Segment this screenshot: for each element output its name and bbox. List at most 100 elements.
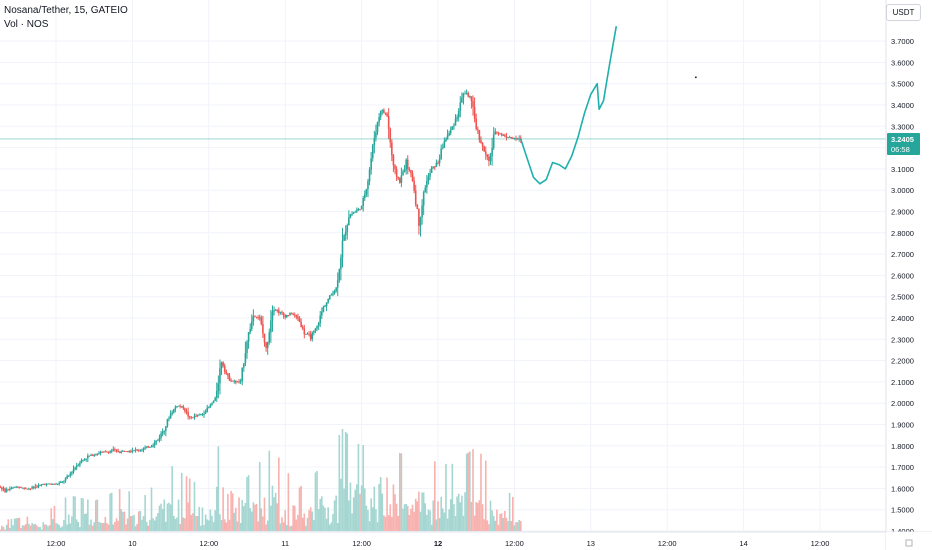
volume-bar <box>360 485 363 531</box>
candle-body <box>328 295 331 299</box>
candle-body <box>279 312 282 313</box>
candle-body <box>147 446 150 448</box>
candle-body <box>238 381 240 383</box>
volume-bar <box>131 515 134 531</box>
candle-body <box>418 209 420 226</box>
volume-bar <box>67 514 70 531</box>
volume-bar <box>45 524 48 531</box>
candle-body <box>516 138 519 140</box>
volume-bar <box>343 488 345 531</box>
candle-body <box>505 136 508 138</box>
candle-body <box>276 309 279 311</box>
volume-bar <box>244 502 247 531</box>
volume-bar <box>446 518 449 531</box>
candle-body <box>319 315 322 324</box>
volume-bar <box>247 475 250 531</box>
volume-bar <box>375 509 377 531</box>
volume-bar <box>48 525 51 531</box>
candle-body <box>131 450 134 452</box>
candle-body <box>153 442 156 446</box>
volume-bar <box>28 523 30 531</box>
candle-body <box>69 473 72 476</box>
volume-bar <box>513 525 516 531</box>
candle-body <box>37 485 40 487</box>
candle-body <box>467 93 470 97</box>
volume-bar <box>418 491 420 531</box>
candle-body <box>31 487 33 489</box>
volume-bar <box>250 511 253 531</box>
candle-body <box>61 481 64 483</box>
x-tick-label: 12 <box>434 539 442 548</box>
volume-bar <box>427 509 430 531</box>
volume-bar <box>338 435 341 531</box>
candle-body <box>273 310 275 312</box>
candle-body <box>309 334 312 340</box>
candle-body <box>492 134 495 148</box>
volume-bar <box>123 511 126 531</box>
candle-body <box>85 458 88 460</box>
candle-body <box>87 455 89 459</box>
volume-bar <box>255 503 258 531</box>
currency-selector[interactable]: USDT <box>886 4 921 21</box>
volume-bar <box>467 452 470 531</box>
candle-body <box>416 204 419 210</box>
candle-body <box>201 414 204 415</box>
candle-body <box>445 139 447 142</box>
volume-bar <box>117 520 119 531</box>
volume-bar <box>158 505 161 531</box>
volume-bar <box>10 519 13 531</box>
candle-body <box>166 419 169 427</box>
candle-body <box>462 93 465 98</box>
candle-body <box>413 180 415 191</box>
candle-body <box>499 133 501 135</box>
candle-body <box>112 449 115 451</box>
volume-bar <box>295 519 298 531</box>
candle-body <box>343 235 345 241</box>
y-tick-label: 3.0000 <box>891 186 914 195</box>
candle-body <box>391 142 393 156</box>
candle-body <box>160 433 162 438</box>
y-tick-label: 1.5000 <box>891 506 914 515</box>
candle-body <box>399 178 401 183</box>
volume-bar <box>53 505 56 531</box>
volume-bar <box>163 499 166 531</box>
volume-bar <box>172 515 175 531</box>
volume-bar <box>107 524 110 531</box>
candle-body <box>40 484 43 486</box>
candle-body <box>500 133 503 136</box>
volume-bar <box>456 496 458 531</box>
volume-legend[interactable]: Vol · NOS <box>4 19 49 30</box>
volume-bar <box>413 511 415 531</box>
volume-bar <box>198 506 201 531</box>
volume-bar <box>18 517 21 531</box>
candle-body <box>456 117 458 119</box>
volume-bar <box>230 490 232 531</box>
volume-bar <box>179 523 181 531</box>
candle-body <box>397 176 400 179</box>
volume-bar <box>435 519 438 531</box>
candle-body <box>414 190 417 205</box>
volume-bar <box>367 509 369 531</box>
candle-body <box>246 341 248 354</box>
volume-bar <box>481 504 484 531</box>
candle-body <box>180 406 183 408</box>
candle-body <box>195 415 197 417</box>
volume-bar <box>185 476 188 531</box>
candle-body <box>282 312 285 315</box>
candle-body <box>198 414 201 416</box>
candle-body <box>158 437 161 440</box>
candle-body <box>114 449 116 451</box>
candle-body <box>424 187 427 193</box>
candle-body <box>128 451 131 452</box>
candle-body <box>255 316 258 318</box>
symbol-title[interactable]: Nosana/Tether, 15, GATEIO <box>4 5 128 16</box>
volume-bar <box>1 525 3 531</box>
volume-bar <box>298 487 301 531</box>
volume-bar <box>139 510 142 531</box>
candle-body <box>96 453 99 455</box>
candle-body <box>295 315 298 317</box>
volume-bar <box>193 481 196 531</box>
volume-bar <box>12 525 14 531</box>
volume-bar <box>519 520 522 531</box>
